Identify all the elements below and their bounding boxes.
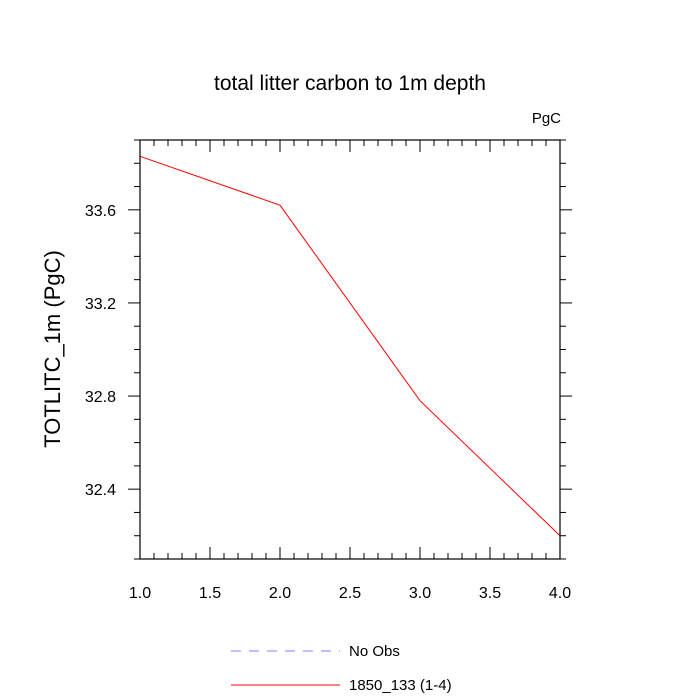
series-line-0: [139, 155, 561, 537]
x-tick-label: 2.0: [269, 585, 291, 602]
x-tick-label: 1.0: [129, 585, 151, 602]
units-label: PgC: [532, 110, 561, 127]
x-tick-label: 4.0: [549, 585, 571, 602]
y-tick-label: 32.4: [85, 482, 116, 499]
axis-tick-labels: 1.0 1.5 2.0 2.5 3.0 3.5 4.0 32.4 32.8 33.2 33.6: [85, 203, 571, 602]
legend-label-no-obs: No Obs: [349, 643, 400, 660]
y-tick-label: 32.8: [85, 389, 116, 406]
plot-frame: [139, 139, 561, 560]
x-tick-label: 1.5: [199, 585, 221, 602]
legend-label-1850-133: 1850_133 (1-4): [349, 677, 452, 694]
series-layer: [139, 155, 561, 537]
y-tick-label: 33.6: [85, 203, 116, 220]
axis-ticks: [128, 139, 572, 560]
y-tick-label: 33.2: [85, 296, 116, 313]
x-tick-label: 3.5: [479, 585, 501, 602]
legend: No Obs 1850_133 (1-4): [231, 643, 452, 694]
x-tick-label: 2.5: [339, 585, 361, 602]
y-axis-label: TOTLITC_1m (PgC): [40, 250, 65, 448]
x-tick-label: 3.0: [409, 585, 431, 602]
chart-title: total litter carbon to 1m depth: [214, 72, 486, 95]
